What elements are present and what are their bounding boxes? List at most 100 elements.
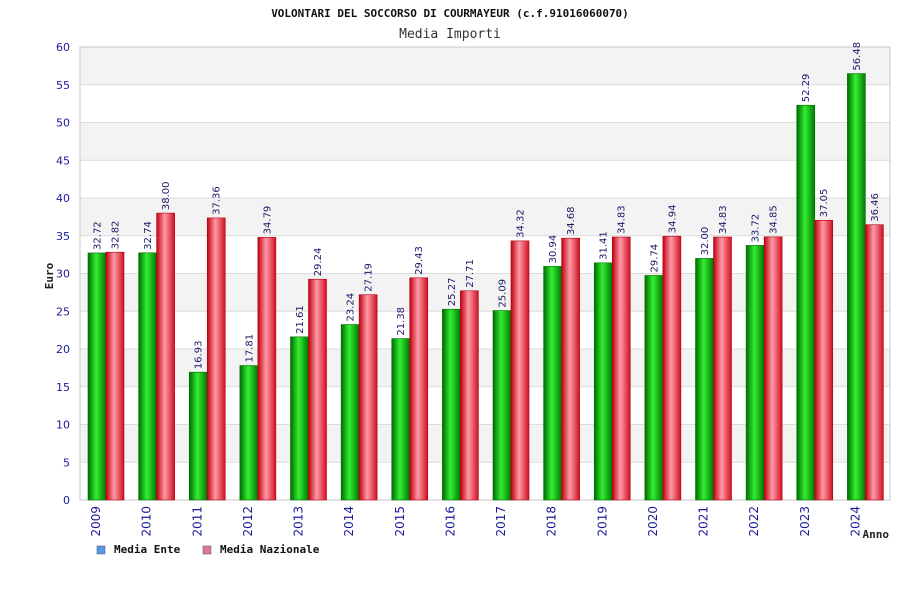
grid-band bbox=[80, 47, 890, 85]
bar bbox=[391, 338, 411, 501]
bar bbox=[442, 308, 461, 501]
bar bbox=[543, 266, 562, 501]
x-tick-label: 2017 bbox=[494, 506, 508, 537]
data-labels: 32.72 32.82 32.74 38.00 16.93 37.36 17.81 34.79… bbox=[93, 42, 881, 369]
bar bbox=[814, 219, 834, 501]
bar bbox=[206, 217, 226, 501]
data-label: 38.00 bbox=[161, 181, 172, 210]
data-label: 34.94 bbox=[667, 205, 678, 234]
y-tick-label: 60 bbox=[56, 41, 70, 54]
plot-frame bbox=[79, 46, 891, 501]
x-axis-ticks: 2009 2010 2011 2012 2013 2014 2015 2016 2017 2018… bbox=[89, 506, 862, 537]
grid-band bbox=[80, 160, 890, 198]
data-label: 32.74 bbox=[143, 221, 154, 250]
y-tick-label: 20 bbox=[56, 343, 70, 356]
legend-swatch bbox=[96, 545, 106, 555]
legend-label: Media Ente bbox=[114, 543, 181, 556]
data-label: 34.85 bbox=[769, 205, 780, 234]
bar bbox=[460, 290, 479, 501]
x-tick-label: 2024 bbox=[848, 506, 862, 537]
x-tick-label: 2011 bbox=[190, 506, 204, 537]
legend-label: Media Nazionale bbox=[220, 543, 320, 556]
y-axis-ticks: 0 5 10 15 20 25 30 35 40 45 50 55 60 bbox=[56, 41, 70, 507]
x-tick-label: 2019 bbox=[595, 506, 609, 537]
bar bbox=[695, 258, 714, 501]
y-tick-label: 35 bbox=[56, 230, 70, 243]
data-label: 29.74 bbox=[649, 244, 660, 273]
y-tick-label: 15 bbox=[56, 381, 70, 394]
chart-subtitle: Media Importi bbox=[399, 27, 501, 42]
bar bbox=[257, 237, 277, 501]
legend: Media Ente Media Nazionale bbox=[96, 543, 320, 556]
data-label: 30.94 bbox=[548, 235, 559, 264]
data-label: 37.36 bbox=[212, 186, 223, 215]
x-tick-label: 2016 bbox=[443, 506, 457, 537]
y-axis-label: Euro bbox=[43, 262, 56, 289]
y-tick-label: 0 bbox=[63, 494, 70, 507]
x-tick-label: 2014 bbox=[342, 506, 356, 537]
y-tick-label: 40 bbox=[56, 192, 70, 205]
x-tick-label: 2015 bbox=[393, 506, 407, 537]
data-label: 34.83 bbox=[718, 205, 729, 234]
data-label: 32.72 bbox=[93, 221, 104, 250]
bar bbox=[308, 278, 327, 501]
data-label: 34.83 bbox=[617, 205, 628, 234]
bar bbox=[763, 236, 783, 501]
bar bbox=[87, 252, 107, 501]
data-label: 25.27 bbox=[447, 278, 458, 307]
bar bbox=[290, 336, 309, 501]
grid-band bbox=[80, 84, 890, 123]
bar bbox=[358, 294, 378, 501]
x-tick-label: 2013 bbox=[292, 506, 306, 537]
data-label: 29.24 bbox=[313, 248, 324, 277]
y-tick-label: 30 bbox=[56, 268, 70, 281]
data-label: 52.29 bbox=[801, 74, 812, 103]
bar bbox=[662, 235, 682, 501]
legend-swatch bbox=[202, 545, 212, 555]
y-tick-label: 5 bbox=[63, 456, 70, 469]
data-label: 27.71 bbox=[465, 259, 476, 288]
data-label: 17.81 bbox=[244, 334, 255, 363]
y-tick-label: 50 bbox=[56, 117, 70, 130]
bar bbox=[105, 251, 125, 501]
x-tick-label: 2009 bbox=[89, 506, 103, 537]
chart-title: VOLONTARI DEL SOCCORSO DI COURMAYEUR (c.… bbox=[271, 7, 629, 20]
bar bbox=[138, 252, 157, 501]
bar bbox=[847, 73, 866, 501]
data-label: 23.24 bbox=[346, 293, 357, 322]
grid-band bbox=[80, 122, 890, 161]
data-label: 21.38 bbox=[396, 307, 407, 336]
y-tick-label: 25 bbox=[56, 305, 70, 318]
data-label: 37.05 bbox=[819, 189, 830, 218]
x-tick-label: 2018 bbox=[545, 506, 559, 537]
data-label: 29.43 bbox=[414, 246, 425, 275]
bar bbox=[510, 240, 530, 501]
y-tick-label: 45 bbox=[56, 154, 70, 167]
bar bbox=[156, 212, 175, 501]
bar bbox=[611, 236, 631, 501]
x-tick-label: 2022 bbox=[747, 506, 761, 537]
bar bbox=[644, 275, 664, 501]
data-label: 27.19 bbox=[364, 263, 375, 292]
y-tick-label: 55 bbox=[56, 79, 70, 92]
x-tick-label: 2021 bbox=[697, 506, 711, 537]
bar bbox=[713, 236, 732, 501]
bar bbox=[561, 237, 580, 501]
data-label: 34.79 bbox=[262, 206, 273, 235]
data-label: 56.48 bbox=[852, 42, 863, 71]
bar bbox=[239, 365, 259, 501]
x-axis-label: Anno bbox=[863, 528, 890, 541]
data-label: 16.93 bbox=[194, 341, 205, 370]
data-label: 36.46 bbox=[870, 193, 881, 222]
bar bbox=[340, 324, 360, 501]
data-label: 21.61 bbox=[295, 305, 306, 334]
x-tick-label: 2012 bbox=[241, 506, 255, 537]
data-label: 25.09 bbox=[498, 279, 509, 308]
y-tick-label: 10 bbox=[56, 419, 70, 432]
x-tick-label: 2010 bbox=[140, 506, 154, 537]
bars bbox=[87, 73, 884, 501]
bar bbox=[492, 310, 512, 501]
bar bbox=[796, 104, 816, 501]
x-tick-label: 2023 bbox=[798, 506, 812, 537]
